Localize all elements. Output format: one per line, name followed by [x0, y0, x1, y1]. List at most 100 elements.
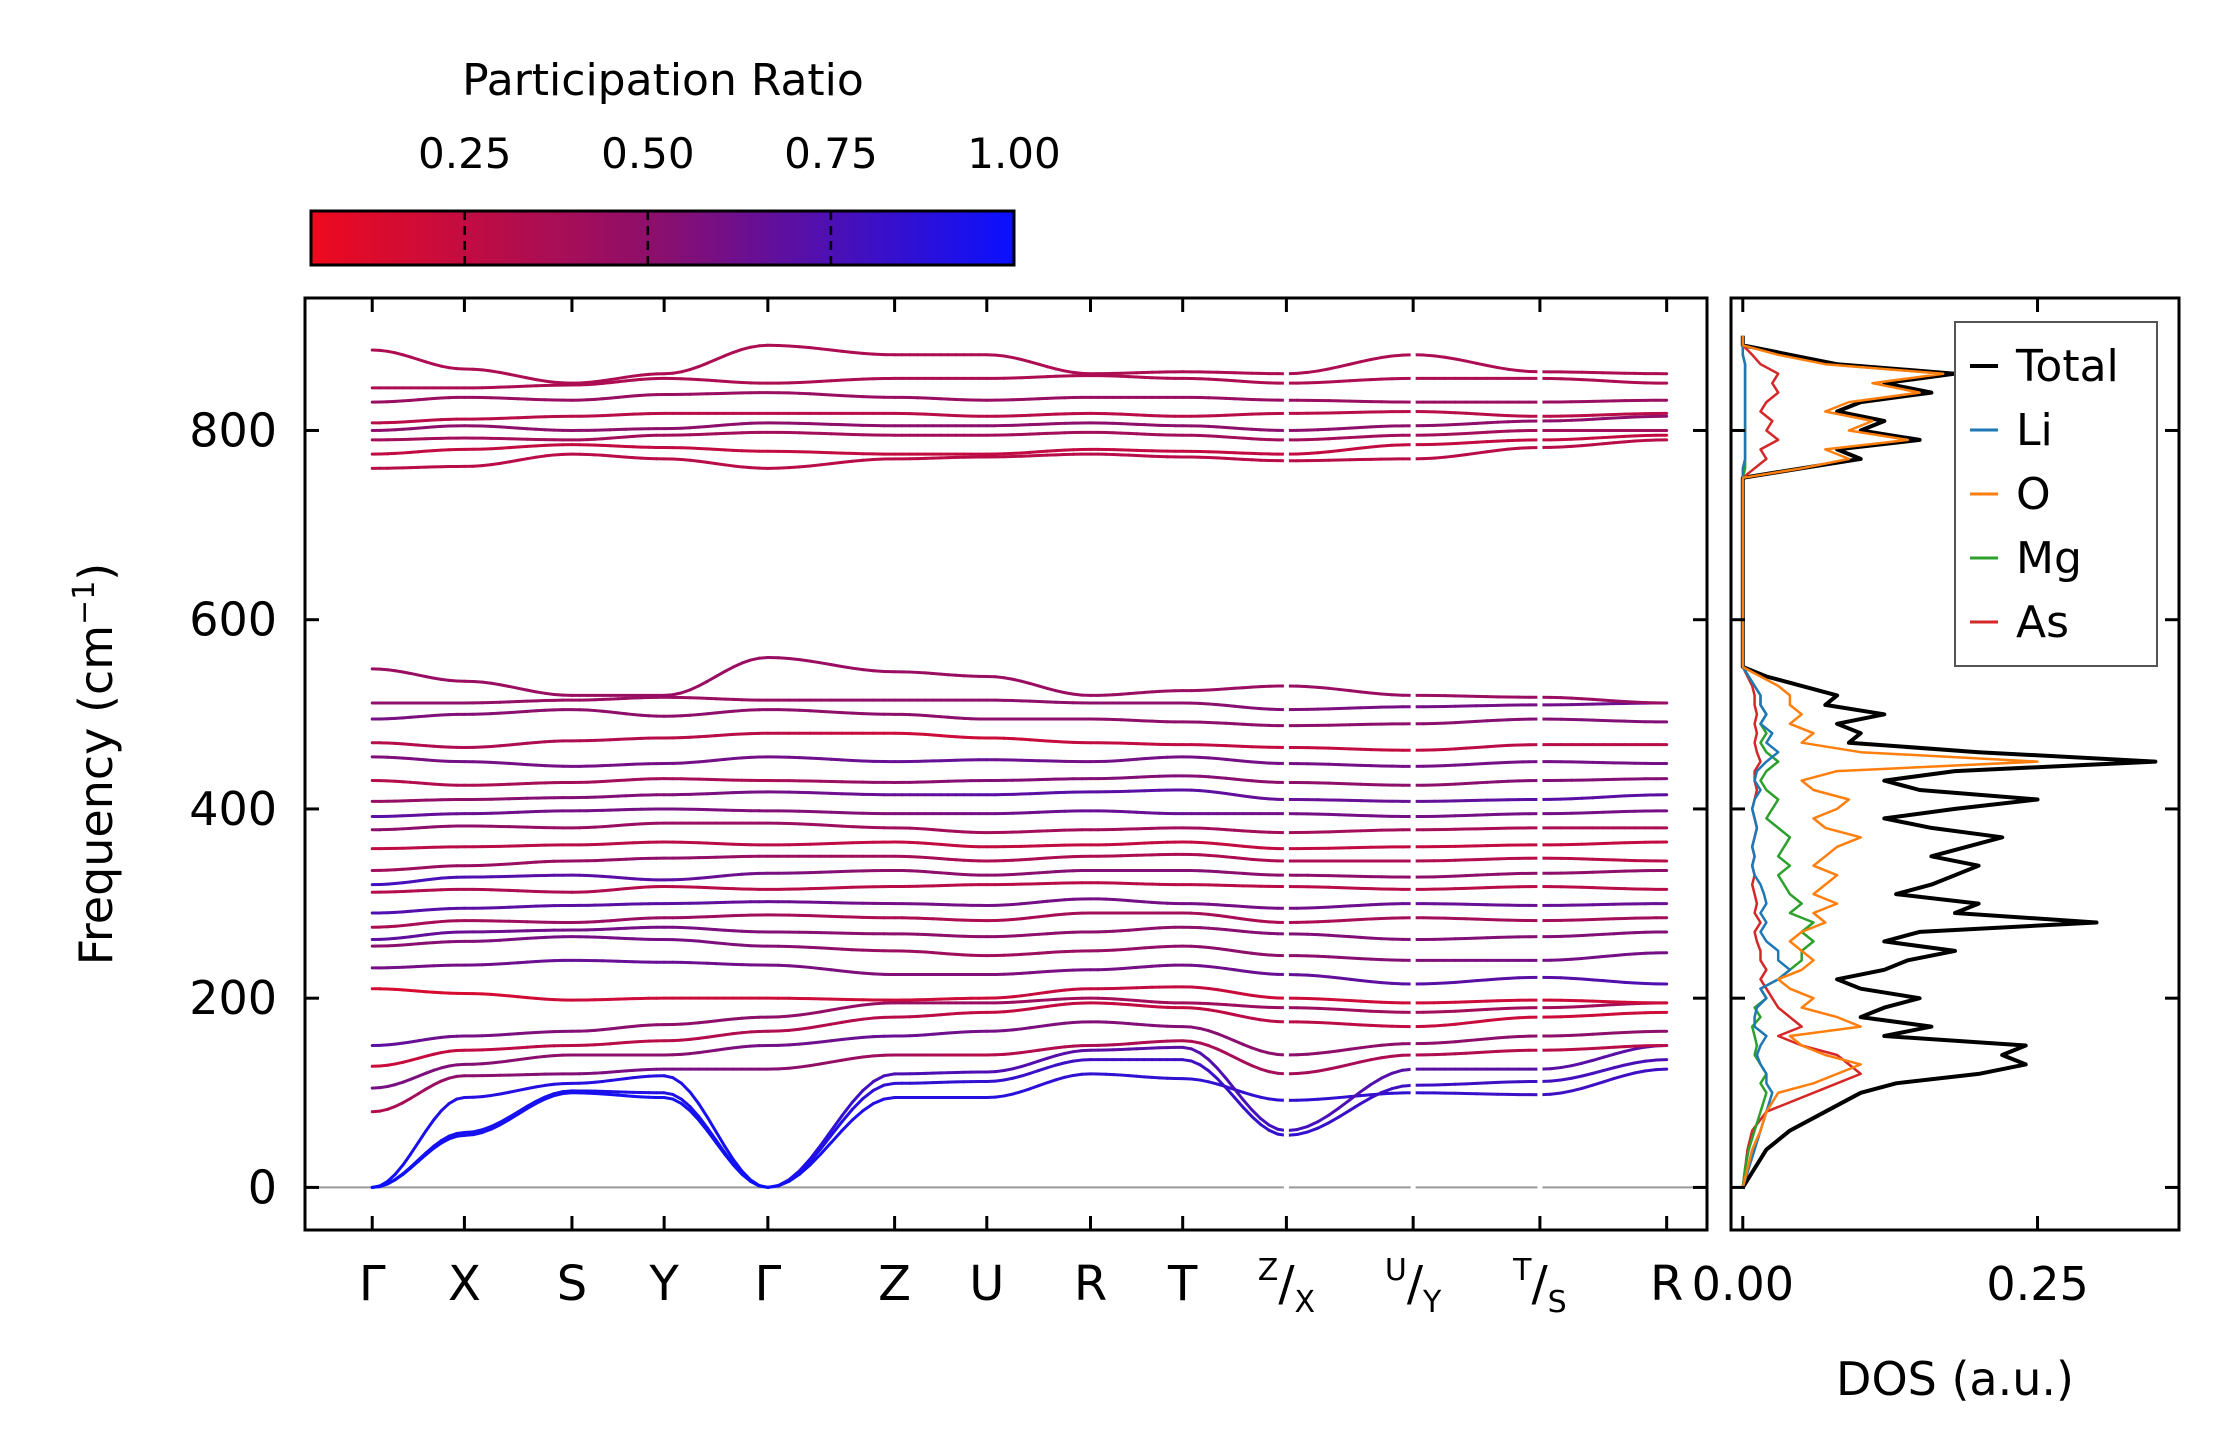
band-segment [1453, 763, 1468, 767]
band-segment [1601, 1003, 1616, 1007]
band-segment [850, 1097, 865, 1111]
band-segment [1464, 431, 1479, 435]
band-segment [516, 1107, 529, 1116]
band-segment [1591, 697, 1605, 702]
band-segment [1548, 1066, 1563, 1071]
phonon-band [370, 656, 1669, 705]
band-segment [861, 1035, 875, 1039]
band-segment [1443, 1040, 1457, 1044]
band-segment [1348, 425, 1362, 430]
band-segment [1475, 978, 1489, 983]
band-segment [1348, 977, 1362, 982]
band-segment [776, 1014, 791, 1019]
band-segment [1601, 1077, 1616, 1084]
band-segment [1327, 997, 1341, 1002]
band-segment [498, 1059, 511, 1064]
band-segment [1506, 1035, 1521, 1039]
band-segment [1443, 747, 1457, 751]
band-segment [1453, 357, 1468, 363]
band-segment [1464, 1020, 1479, 1025]
band-segment [1591, 795, 1605, 800]
band-segment [1241, 1105, 1254, 1118]
band-segment [1379, 1091, 1394, 1096]
band-segment [534, 690, 547, 695]
phonon-band [370, 958, 1669, 986]
band-segment [1316, 1067, 1331, 1073]
band-segment [829, 1114, 844, 1133]
band-segment [1580, 378, 1595, 382]
band-segment [516, 686, 529, 692]
band-segment [1612, 434, 1626, 439]
band-segment [1348, 689, 1362, 694]
band-segment [787, 1042, 802, 1047]
band-segment [1580, 1013, 1595, 1018]
band-segment [1591, 417, 1605, 421]
band-segment [1601, 698, 1616, 703]
band-segment [1337, 1098, 1352, 1110]
band-segment [1337, 1095, 1352, 1100]
band-segment [1485, 1007, 1500, 1011]
band-segment [1622, 1071, 1637, 1078]
band-segment [840, 824, 854, 829]
band-segment [829, 378, 844, 383]
band-segment [1485, 413, 1500, 417]
band-segment [819, 757, 833, 761]
band-segment [516, 1087, 529, 1092]
band-segment [808, 822, 823, 827]
band-segment [1337, 687, 1352, 693]
band-segment [1591, 978, 1605, 983]
band-segment [798, 964, 812, 969]
phonon-band [370, 410, 1669, 425]
band-segment [723, 665, 735, 674]
y-tick-label: 600 [189, 593, 277, 647]
band-segment [819, 347, 833, 352]
band-segment [850, 1109, 865, 1122]
band-segment [1601, 979, 1616, 984]
phonon-band [370, 433, 1669, 456]
band-segment [1337, 379, 1352, 383]
band-segment [1337, 918, 1352, 923]
band-segment [1215, 1032, 1228, 1039]
band-segment [1559, 1064, 1574, 1070]
band-segment [840, 947, 854, 952]
band-segment [1037, 1056, 1049, 1063]
band-segment [787, 1065, 802, 1070]
band-segment [1369, 936, 1383, 941]
band-segment [498, 683, 511, 688]
band-segment [829, 757, 844, 762]
band-segment [1633, 1059, 1648, 1065]
band-segment [1358, 1058, 1373, 1064]
band-segment [1622, 980, 1637, 985]
band-segment [871, 1074, 886, 1083]
band-segment [1258, 1116, 1271, 1127]
phonon-band [370, 1039, 1669, 1114]
band-segment [1633, 951, 1648, 956]
band-segment [1337, 904, 1352, 909]
band-segment [1485, 977, 1500, 982]
band-segment [1601, 1066, 1616, 1073]
band-segment [409, 1140, 420, 1156]
band-segment [525, 688, 538, 694]
band-segment [1337, 1022, 1352, 1026]
band-segment [714, 1130, 727, 1148]
band-segment [861, 1088, 875, 1101]
band-segment [1559, 1076, 1574, 1082]
band-segment [424, 1144, 436, 1155]
phonon-band [370, 731, 1669, 752]
band-segment [808, 1010, 823, 1016]
band-segment [516, 1104, 529, 1114]
band-segment [543, 1092, 556, 1099]
band-segment [1327, 1115, 1341, 1125]
band-segment [679, 688, 692, 695]
band-segment [1258, 1122, 1271, 1132]
band-segment [507, 1088, 520, 1094]
band-segment [808, 1143, 823, 1161]
band-segment [1337, 1062, 1352, 1069]
band-segment [1241, 1090, 1254, 1097]
band-segment [1348, 1090, 1362, 1102]
colorbar-tick-label: 0.75 [784, 129, 878, 178]
band-segment [1570, 1086, 1584, 1093]
band-segment [1369, 1091, 1383, 1100]
band-segment [798, 1012, 812, 1017]
band-segment [1358, 445, 1373, 450]
